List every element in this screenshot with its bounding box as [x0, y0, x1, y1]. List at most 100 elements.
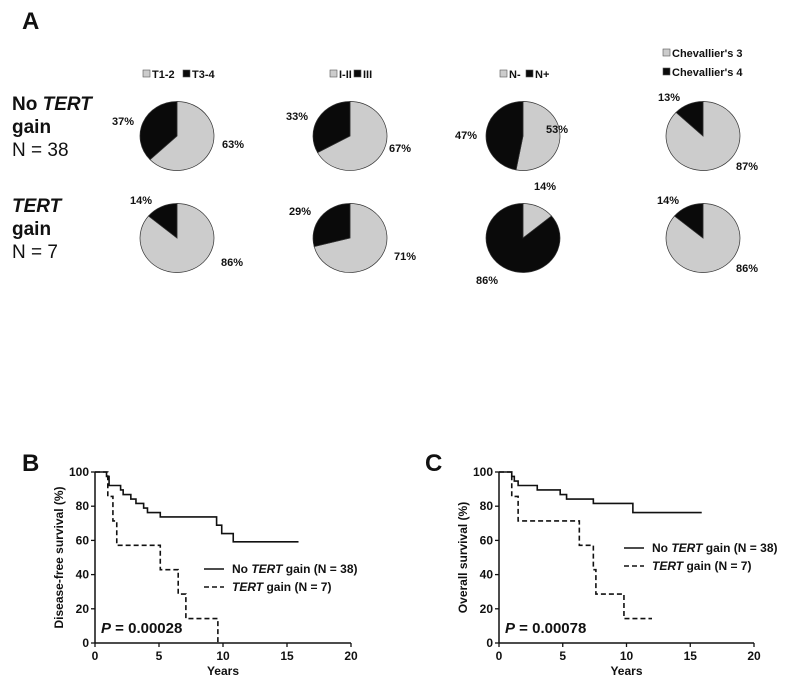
x-tick-label: 0	[496, 649, 503, 663]
pie-data-label: 67%	[389, 143, 411, 155]
y-axis-label: Disease-free survival (%)	[52, 486, 66, 628]
y-tick-label: 20	[480, 602, 494, 616]
legend-swatch	[353, 69, 362, 78]
pie-data-label: 47%	[455, 130, 477, 142]
pie-group-1: I-II III 67% 33% 71% 29%	[286, 69, 416, 273]
pie-slice	[313, 203, 388, 273]
y-tick-label: 20	[76, 602, 90, 616]
km-curve-no-tert-gain	[95, 471, 299, 543]
x-tick-label: 10	[216, 649, 230, 663]
pie-data-label: 86%	[221, 257, 243, 269]
svg-text:N = 7: N = 7	[12, 242, 58, 263]
x-axis-label: Years	[207, 664, 239, 678]
km-plot-5: 0 5 10 15 20 0 20 40 60 80 100 Years Overall surviva…	[456, 465, 778, 678]
y-tick-label: 60	[76, 533, 90, 547]
y-tick-label: 0	[486, 636, 493, 650]
svg-text:No TERT: No TERT	[12, 94, 93, 115]
pie-slice	[147, 203, 178, 239]
legend-label: No TERT gain (N = 38)	[232, 562, 358, 576]
svg-text:gain: gain	[12, 117, 51, 138]
km-curve-no-tert-gain	[499, 471, 702, 514]
row-label-tert: TERT gain N = 7	[12, 196, 63, 263]
legend-text: No	[232, 562, 251, 576]
pie-slice	[485, 101, 524, 171]
p-value-text: = 0.00028	[111, 620, 182, 637]
legend-text: TERT	[251, 562, 284, 576]
pie-group-0: T1-2 T3-4 63% 37% 86% 14%	[112, 69, 244, 273]
legend-swatch	[329, 69, 338, 78]
pie-slice	[317, 101, 388, 171]
legend-text: TERT	[671, 541, 704, 555]
x-axis-label: Years	[610, 664, 642, 678]
pie-data-label: 13%	[658, 92, 680, 104]
y-tick-label: 100	[69, 465, 89, 479]
legend-label: Chevallier's 4	[672, 67, 743, 79]
panel-a-label: A	[22, 8, 39, 35]
legend-text: gain (N = 7)	[263, 580, 331, 594]
km-curve-tert-gain	[95, 471, 219, 643]
legend-text: gain (N = 38)	[282, 562, 357, 576]
pie-data-label: 87%	[736, 161, 758, 173]
pie-data-label: 14%	[534, 181, 556, 193]
x-tick-label: 20	[344, 649, 358, 663]
y-tick-label: 100	[473, 465, 493, 479]
pie-data-label: 63%	[222, 139, 244, 151]
y-tick-label: 80	[480, 499, 494, 513]
legend-swatch	[499, 69, 508, 78]
legend-swatch	[525, 69, 534, 78]
legend-label: TERT gain (N = 7)	[652, 559, 751, 573]
legend-text: TERT	[232, 580, 265, 594]
p-value: P = 0.00078	[505, 620, 586, 637]
x-tick-label: 10	[620, 649, 634, 663]
x-tick-label: 5	[559, 649, 566, 663]
x-tick-label: 15	[280, 649, 294, 663]
legend-label: N+	[535, 69, 549, 81]
svg-text:gain: gain	[12, 219, 51, 240]
y-axis-label: Overall survival (%)	[456, 502, 470, 613]
pie-group-2: N- N+ 53% 47% 14% 86%	[455, 69, 568, 287]
legend-swatch	[662, 48, 671, 57]
pie-slice	[312, 203, 351, 247]
y-tick-label: 40	[480, 568, 494, 582]
pie-data-label: 33%	[286, 111, 308, 123]
pie-data-label: 29%	[289, 206, 311, 218]
legend-label: III	[363, 69, 372, 81]
pie-data-label: 14%	[657, 195, 679, 207]
km-curve-tert-gain	[499, 471, 652, 620]
pie-data-label: 71%	[394, 251, 416, 263]
x-tick-label: 5	[156, 649, 163, 663]
pie-slice	[673, 203, 704, 239]
legend-label: TERT gain (N = 7)	[232, 580, 331, 594]
y-tick-label: 60	[480, 533, 494, 547]
pie-slice	[139, 101, 178, 161]
p-value-text: = 0.00078	[515, 620, 586, 637]
p-label: P	[505, 620, 516, 637]
legend-label: N-	[509, 69, 521, 81]
pie-slice	[149, 101, 215, 171]
pie-data-label: 37%	[112, 116, 134, 128]
x-tick-label: 15	[684, 649, 698, 663]
pie-slice	[675, 101, 704, 137]
pie-slice	[515, 101, 561, 171]
legend-label: T3-4	[192, 69, 216, 81]
panel-b-label: B	[22, 450, 39, 477]
legend-text: TERT	[652, 559, 685, 573]
km-plot-4: 0 5 10 15 20 0 20 40 60 80 100 Years Disease-free su…	[52, 465, 358, 678]
pie-slice	[312, 101, 351, 154]
x-tick-label: 0	[92, 649, 99, 663]
legend-swatch	[662, 67, 671, 76]
pie-data-label: 53%	[546, 124, 568, 136]
legend-text: gain (N = 7)	[683, 559, 751, 573]
p-label: P	[101, 620, 112, 637]
legend-label: No TERT gain (N = 38)	[652, 541, 778, 555]
x-tick-label: 20	[747, 649, 761, 663]
legend-label: I-II	[339, 69, 352, 81]
pie-data-label: 86%	[476, 275, 498, 287]
svg-text:N = 38: N = 38	[12, 140, 69, 161]
legend-swatch	[182, 69, 191, 78]
legend-label: Chevallier's 3	[672, 48, 743, 60]
legend-swatch	[142, 69, 151, 78]
pie-data-label: 14%	[130, 195, 152, 207]
row-label-no-tert: No TERT gain N = 38	[12, 94, 93, 161]
